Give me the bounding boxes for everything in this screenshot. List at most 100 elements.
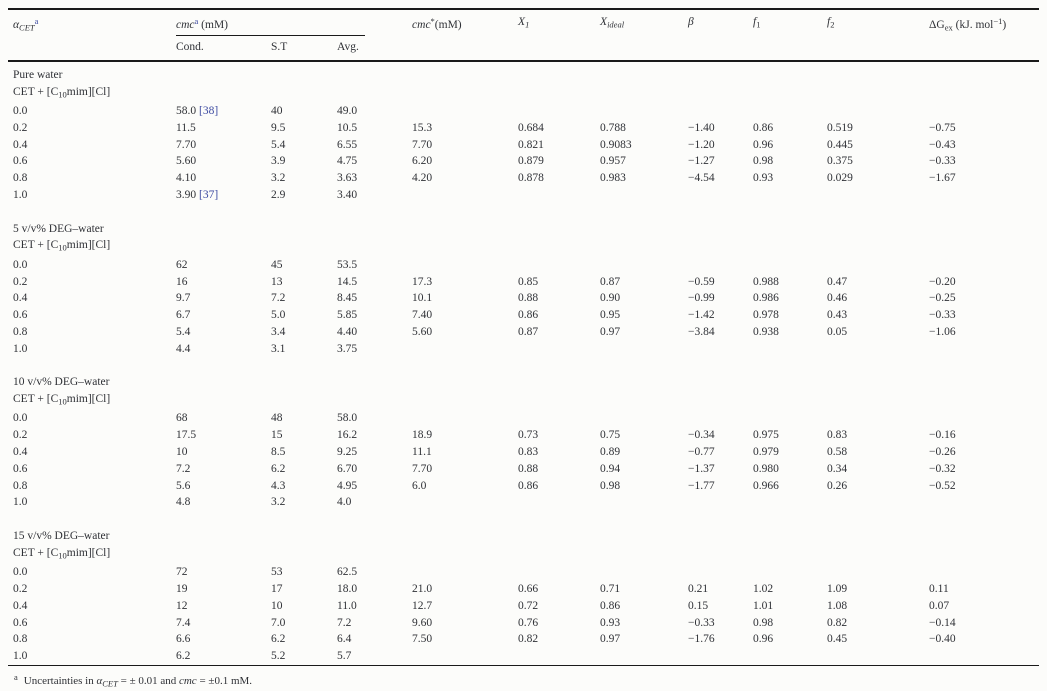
table-row: 0.0 62 45 53.5: [8, 257, 1039, 274]
cell-cond: 6.7: [176, 309, 191, 322]
cell-x1: 0.88: [518, 292, 539, 305]
cell-x_ideal: 0.89: [600, 446, 621, 459]
cell-cmc_star: 18.9: [412, 429, 433, 442]
f1-subscript: 1: [756, 19, 761, 30]
cell-alpha: 0.6: [13, 309, 28, 322]
dg-unit-pre: (kJ. mol: [952, 19, 994, 31]
cell-x1: [513, 103, 595, 120]
cell-f1: 0.978: [753, 309, 779, 322]
cell-avg: 10.5: [337, 121, 358, 134]
cell-alpha: 1.0: [13, 189, 28, 202]
table-row: 0.0 68 48 58.0: [8, 410, 1039, 427]
cell-beta: −0.59: [688, 275, 715, 288]
cell-avg: 6.4: [337, 633, 352, 646]
cell-avg: 62.5: [337, 566, 358, 579]
cell-dg: −0.16: [929, 429, 956, 442]
cell-f2: [822, 341, 924, 358]
cell-x1: [513, 564, 595, 581]
col-header-x1: X1: [513, 9, 595, 61]
x1-base: X: [518, 16, 526, 28]
cmc-label: cmc: [176, 19, 195, 31]
cell-alpha: 0.0: [13, 105, 28, 118]
cell-f2: 0.82: [827, 616, 848, 629]
cell-x_ideal: 0.788: [600, 121, 626, 134]
section-spacer: [8, 358, 1039, 375]
cell-st: 7.2: [271, 292, 286, 305]
table-row: 0.2 11.5 9.5 10.5 15.3 0.684 0.788 −1.40 0.86 0.5…: [8, 120, 1039, 137]
cell-dg: −1.67: [929, 172, 956, 185]
cell-cond: 6.2: [176, 650, 191, 663]
cell-cond: 5.6: [176, 479, 191, 492]
cell-x_ideal: 0.90: [600, 292, 621, 305]
cond-label: Cond.: [176, 41, 204, 53]
cell-x_ideal: 0.97: [600, 633, 621, 646]
citation-ref[interactable]: [38]: [199, 105, 219, 118]
cell-cmc_star: 10.1: [412, 292, 433, 305]
cell-x1: [513, 341, 595, 358]
cell-f2: 0.45: [827, 633, 848, 646]
cell-cmc_star: [407, 187, 513, 204]
table-row: 0.6 7.4 7.0 7.2 9.60 0.76 0.93 −0.33 0.98 0.82 −0.…: [8, 615, 1039, 632]
cell-cond: 7.70: [176, 138, 197, 151]
cell-f1: [748, 564, 822, 581]
cell-x_ideal: 0.93: [600, 616, 621, 629]
spacer-cell: [8, 511, 1039, 528]
cell-avg: 11.0: [337, 599, 357, 612]
cell-dg: −0.20: [929, 275, 956, 288]
dg-subscript: ex: [944, 22, 953, 33]
cell-cond: 19: [176, 582, 188, 595]
cell-cmc_star: 7.70: [412, 462, 433, 475]
table-row: 0.6 7.2 6.2 6.70 7.70 0.88 0.94 −1.37 0.980 0.34 −…: [8, 461, 1039, 478]
subtitle-subscript: 10: [58, 550, 67, 561]
cell-x_ideal: 0.98: [600, 479, 621, 492]
cell-beta: −0.34: [688, 429, 715, 442]
cell-x1: [513, 187, 595, 204]
cmc-star-label: cmc: [412, 19, 431, 31]
cell-x1: 0.821: [518, 138, 544, 151]
cell-cond: 3.90 [37]: [176, 189, 219, 202]
table-row: 0.6 6.7 5.0 5.85 7.40 0.86 0.95 −1.42 0.978 0.43 −…: [8, 307, 1039, 324]
cell-st: 2.9: [271, 189, 286, 202]
cell-alpha: 0.4: [13, 599, 28, 612]
cell-f1: [748, 341, 822, 358]
col-header-delta-g-ex: ΔGex (kJ. mol−1): [924, 9, 1039, 61]
cell-alpha: 1.0: [13, 650, 28, 663]
footnote-text-3: = ±0.1 mM.: [196, 674, 253, 687]
cell-cmc_star: [407, 341, 513, 358]
cell-beta: [683, 257, 748, 274]
cell-avg: 4.0: [337, 496, 352, 509]
col-header-avg: Avg.: [332, 36, 407, 61]
cell-st: 3.2: [271, 496, 286, 509]
cell-alpha: 0.4: [13, 292, 28, 305]
cell-avg: 14.5: [337, 275, 358, 288]
cell-x_ideal: 0.983: [600, 172, 626, 185]
cell-x1: 0.85: [518, 275, 539, 288]
section-title-row: Pure water: [8, 61, 1039, 84]
table-row: 0.2 19 17 18.0 21.0 0.66 0.71 0.21 1.02 1.09 0.11: [8, 581, 1039, 598]
citation-ref[interactable]: [37]: [199, 189, 219, 202]
cmc-group-label: cmca (mM): [176, 16, 365, 36]
cell-f2: 0.519: [827, 121, 853, 134]
cell-f1: [748, 410, 822, 427]
subtitle-pre: CET + [C: [13, 85, 59, 98]
cell-st: 40: [271, 105, 283, 118]
cell-alpha: 0.8: [13, 172, 28, 185]
cell-f1: 0.96: [753, 138, 774, 151]
section-subtitle: CET + [C10mim][Cl]: [8, 237, 1039, 256]
cell-beta: −1.42: [688, 309, 715, 322]
section-subtitle-row: CET + [C10mim][Cl]: [8, 391, 1039, 410]
cell-f2: 0.34: [827, 462, 848, 475]
cell-cond: 5.60: [176, 155, 197, 168]
alpha-cet-subscript: CET: [19, 22, 35, 33]
cell-cmc_star: 7.50: [412, 633, 433, 646]
cell-st: 3.1: [271, 342, 286, 355]
cell-f2: [822, 410, 924, 427]
cell-beta: −1.20: [688, 138, 715, 151]
cell-avg: 5.85: [337, 309, 358, 322]
table-row: 0.2 17.5 15 16.2 18.9 0.73 0.75 −0.34 0.975 0.83 −…: [8, 427, 1039, 444]
cell-f2: 0.029: [827, 172, 853, 185]
cell-beta: 0.21: [688, 582, 709, 595]
cell-st: 9.5: [271, 121, 286, 134]
cell-alpha: 0.4: [13, 446, 28, 459]
cell-avg: 9.25: [337, 446, 358, 459]
